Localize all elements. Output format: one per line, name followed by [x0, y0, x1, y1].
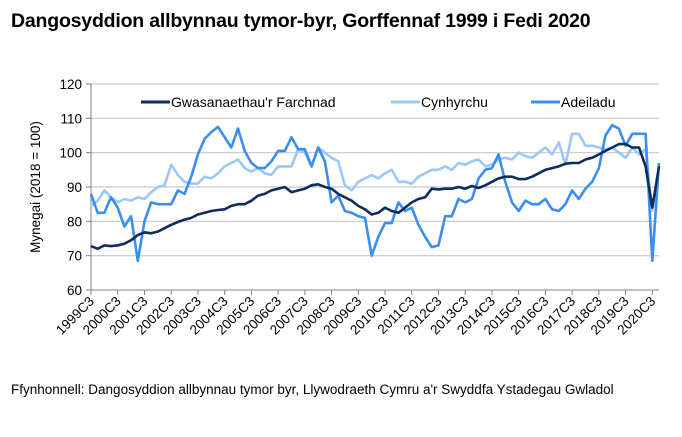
y-tick-label: 100: [59, 146, 82, 161]
y-tick-label: 70: [67, 249, 82, 264]
y-axis-title: Mynegai (2018 = 100): [28, 121, 43, 253]
source-note: Ffynhonnell: Dangosyddion allbynnau tymo…: [11, 382, 614, 397]
legend-label-production: Cynhyrchu: [421, 94, 488, 110]
legend-label-construction: Adeiladu: [561, 94, 616, 110]
legend-item-production: Cynhyrchu: [391, 94, 488, 110]
x-axis: 1999C32000C32001C32002C32003C32004C32005…: [53, 289, 659, 338]
series-line-production: [90, 132, 661, 213]
chart-title: Dangosyddion allbynnau tymor-byr, Gorffe…: [11, 10, 591, 32]
legend-item-market-services: Gwasanaethau'r Farchnad: [141, 94, 336, 110]
legend-label-market-services: Gwasanaethau'r Farchnad: [171, 94, 336, 110]
y-axis: 60 70 80 90 100 110 120: [59, 77, 92, 298]
y-tick-label: 80: [67, 214, 82, 229]
legend: Gwasanaethau'r Farchnad Cynhyrchu Adeila…: [141, 94, 616, 110]
y-tick-label: 90: [67, 180, 82, 195]
series-line-market-services: [90, 142, 661, 251]
series-lines: [89, 123, 661, 263]
y-tick-label: 60: [67, 283, 82, 298]
gridlines: [91, 83, 659, 257]
series-line-construction: [89, 123, 661, 263]
y-tick-label: 120: [59, 77, 82, 92]
y-tick-label: 110: [60, 111, 82, 126]
legend-item-construction: Adeiladu: [531, 94, 616, 110]
